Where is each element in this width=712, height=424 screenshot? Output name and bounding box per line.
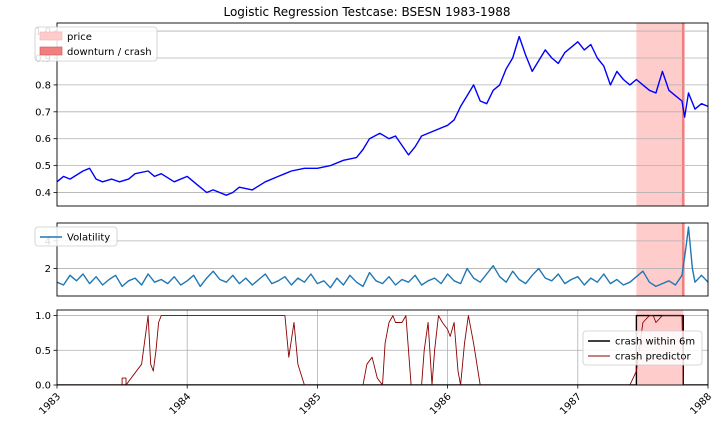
plot-area <box>57 223 708 296</box>
x-tick-label: 1984 <box>168 391 194 417</box>
legend: Volatility <box>34 226 118 247</box>
y-tick-label: 0.5 <box>35 346 51 357</box>
volatility-panel: 24Volatility <box>34 222 709 297</box>
y-tick-label: 2 <box>45 264 51 275</box>
series-line-1 <box>57 315 708 385</box>
price-panel: 0.40.50.60.70.80.91.0pricedownturn / cra… <box>34 22 709 207</box>
series-line-0 <box>57 314 708 385</box>
legend-swatch <box>39 46 63 56</box>
crash-predictor-panel: 0.0 0.5 1.0 1983 1984 1985 1986 1987 1988 crash w… <box>35 309 712 417</box>
y-tick-label: 0.5 <box>35 161 51 172</box>
legend-label: crash predictor <box>615 352 692 363</box>
x-tick-label: 1987 <box>558 391 584 417</box>
axes-frame <box>56 222 709 297</box>
y-tick-label: 1.0 <box>35 311 51 322</box>
y-tick-label: 0.6 <box>35 134 51 145</box>
x-tick-label: 1985 <box>298 391 324 417</box>
legend: crash within 6m crash predictor <box>582 330 703 366</box>
legend-box <box>34 26 158 62</box>
y-tick-label: 0.7 <box>35 107 51 118</box>
axes-frame <box>56 22 709 207</box>
x-tick-label: 1986 <box>428 391 454 417</box>
legend-label: Volatility <box>67 233 110 244</box>
x-tick-label: 1983 <box>37 391 63 417</box>
y-tick-label: 0.8 <box>35 80 51 91</box>
legend-label: price <box>67 32 92 43</box>
shaded-region-1 <box>681 23 685 206</box>
legend-box <box>34 226 118 247</box>
legend-label: downturn / crash <box>67 47 152 58</box>
y-tick-label: 0.0 <box>35 381 51 392</box>
legend-label: crash within 6m <box>615 337 695 348</box>
plot-area <box>57 23 708 206</box>
shaded-region-0 <box>636 23 684 206</box>
x-tick-label: 1988 <box>688 391 712 417</box>
y-tick-label: 0.4 <box>35 188 51 199</box>
legend: price downturn / crash <box>34 26 158 62</box>
legend-swatch <box>39 31 63 41</box>
axes-frame <box>56 309 709 386</box>
series-line-0 <box>57 226 708 289</box>
series-line-0 <box>57 35 708 196</box>
chart-title: Logistic Regression Testcase: BSESN 1983… <box>223 5 510 19</box>
shaded-region-1 <box>681 223 685 296</box>
legend-box <box>582 330 703 366</box>
